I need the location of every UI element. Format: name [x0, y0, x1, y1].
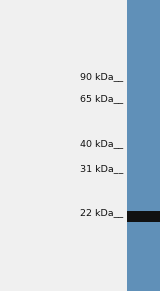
Bar — [127, 0, 160, 291]
Text: 90 kDa__: 90 kDa__ — [80, 73, 123, 81]
Text: 31 kDa__: 31 kDa__ — [80, 164, 123, 173]
Text: 40 kDa__: 40 kDa__ — [80, 140, 123, 148]
Text: 65 kDa__: 65 kDa__ — [80, 95, 123, 103]
Bar — [127, 211, 160, 222]
Text: 22 kDa__: 22 kDa__ — [80, 208, 123, 217]
